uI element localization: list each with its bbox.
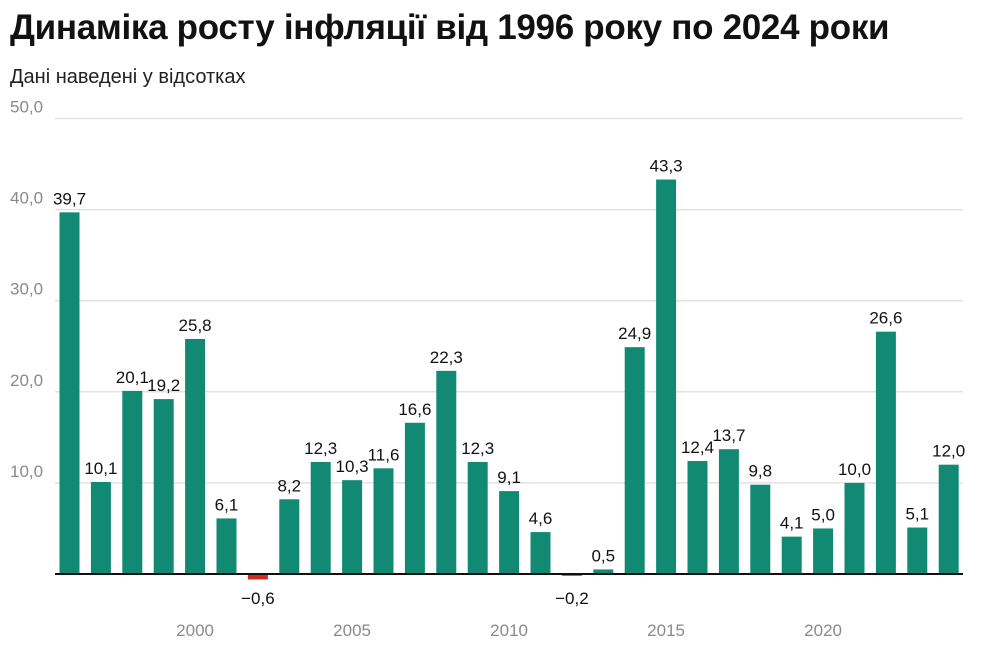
bar [436, 370, 457, 574]
bar [122, 390, 143, 574]
bar [216, 518, 237, 574]
x-tick-label: 2005 [333, 621, 371, 640]
data-label: 12,3 [304, 439, 337, 458]
bar [750, 484, 771, 574]
data-label: −0,2 [555, 589, 589, 608]
bar [310, 461, 331, 574]
x-tick-label: 2020 [804, 621, 842, 640]
data-label: 39,7 [53, 189, 86, 208]
data-label: 9,8 [748, 462, 772, 481]
bar [247, 574, 268, 580]
data-label: 43,3 [650, 157, 683, 176]
bar [342, 480, 363, 574]
y-tick-label: 30,0 [10, 280, 43, 299]
bar [404, 422, 425, 574]
data-label: 10,1 [84, 459, 117, 478]
data-label: 19,2 [147, 376, 180, 395]
data-label: 26,6 [869, 309, 902, 328]
data-label: 5,1 [905, 505, 929, 524]
data-label: 12,3 [461, 439, 494, 458]
bar [373, 468, 394, 574]
x-axis-ticks: 2000 2005 2010 2015 2020 [176, 621, 842, 640]
bar [185, 338, 206, 574]
data-label: 5,0 [811, 505, 835, 524]
data-label: 10,3 [336, 457, 369, 476]
bar [687, 461, 708, 574]
data-label: 0,5 [591, 546, 615, 565]
bar [718, 449, 739, 574]
x-tick-label: 2010 [490, 621, 528, 640]
gridlines [55, 117, 963, 484]
bar [813, 528, 834, 574]
bar [844, 482, 865, 574]
y-tick-label: 10,0 [10, 462, 43, 481]
y-tick-label: 40,0 [10, 189, 43, 208]
data-label: 11,6 [368, 445, 400, 464]
bar [624, 347, 645, 574]
data-label: 8,2 [277, 476, 301, 495]
bar [781, 536, 802, 574]
bar [499, 491, 520, 574]
bar [467, 461, 488, 574]
data-label: 4,6 [529, 509, 553, 528]
x-tick-label: 2015 [647, 621, 685, 640]
bar [875, 331, 896, 574]
chart-title: Динаміка росту інфляції від 1996 року по… [10, 8, 890, 47]
bar [656, 179, 677, 575]
data-label: 13,7 [712, 426, 745, 445]
x-tick-label: 2000 [176, 621, 214, 640]
data-label: 12,4 [681, 438, 714, 457]
data-label: 4,1 [780, 514, 804, 533]
data-label: 24,9 [618, 324, 651, 343]
bar [90, 481, 111, 574]
data-label: 6,1 [215, 495, 239, 514]
data-label: 22,3 [430, 348, 463, 367]
bar [907, 527, 928, 574]
bar [593, 569, 614, 574]
bar [153, 399, 174, 574]
data-label: 12,0 [932, 442, 965, 461]
y-tick-label: 20,0 [10, 371, 43, 390]
bars [59, 179, 959, 580]
bar [59, 212, 80, 574]
data-label: −0,6 [241, 589, 275, 608]
data-label: 25,8 [179, 316, 212, 335]
data-label: 16,6 [398, 400, 431, 419]
bar [938, 464, 959, 574]
data-label: 9,1 [497, 468, 521, 487]
bar [530, 532, 551, 574]
data-label: 10,0 [838, 460, 871, 479]
chart-subtitle: Дані наведені у відсотках [10, 66, 246, 88]
y-tick-label: 50,0 [10, 98, 43, 117]
data-labels: 39,710,120,119,225,86,1−0,68,212,310,311… [53, 157, 965, 608]
data-label: 20,1 [116, 368, 149, 387]
bar [279, 499, 300, 574]
y-axis-ticks: 10,0 20,0 30,0 40,0 50,0 [10, 98, 43, 481]
